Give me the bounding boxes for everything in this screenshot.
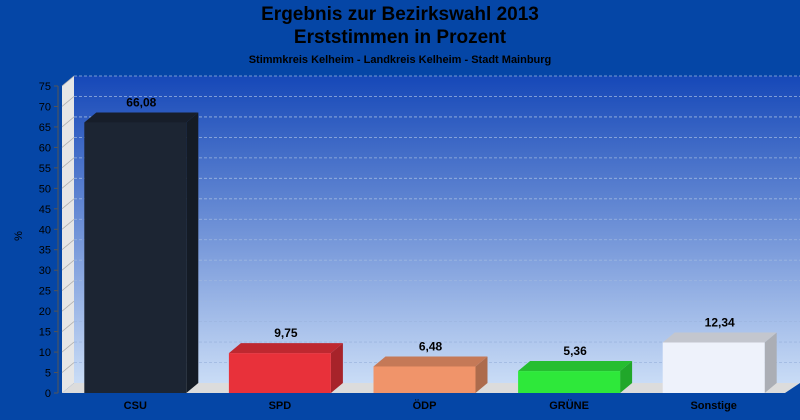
y-tick-label: 75 <box>39 81 51 93</box>
bar-top <box>518 361 633 372</box>
bar-top <box>228 343 343 354</box>
bar-side <box>620 361 633 393</box>
grid-line-side <box>61 341 75 353</box>
left-wall <box>62 76 74 393</box>
y-tick-label: 35 <box>39 245 51 257</box>
bar-front <box>228 353 331 393</box>
y-tick-label: 45 <box>39 204 51 216</box>
bar-front <box>662 342 765 393</box>
grid-line-side <box>61 75 75 87</box>
bar-csu <box>84 112 199 393</box>
y-tick-label: 50 <box>39 183 51 195</box>
grid-line-side <box>61 198 75 210</box>
y-tick-label: 65 <box>39 122 51 134</box>
x-tick-label: ÖDP <box>413 399 437 412</box>
bar-front <box>373 366 476 393</box>
bar-side <box>764 332 777 393</box>
data-label: 9,75 <box>274 326 298 340</box>
y-tick-label: 70 <box>39 101 51 113</box>
grid-line-side <box>61 218 75 230</box>
x-tick-label: GRÜNE <box>549 399 589 412</box>
x-tick-label: Sonstige <box>690 400 736 412</box>
y-axis-label: % <box>13 231 25 241</box>
y-tick-label: 60 <box>39 142 51 154</box>
bar-top <box>662 332 777 343</box>
grid-line-side <box>61 362 75 373</box>
chart-subtitle: Erststimmen in Prozent <box>293 27 507 48</box>
bar-front <box>84 122 187 393</box>
y-tick-label: 15 <box>39 327 51 339</box>
bar-front <box>518 371 621 393</box>
y-tick-label: 30 <box>39 265 51 277</box>
grid-line-side <box>61 96 75 107</box>
grid-line-side <box>61 157 75 169</box>
x-tick-label: CSU <box>124 400 147 412</box>
bar-side <box>475 356 488 393</box>
data-label: 6,48 <box>419 339 443 353</box>
y-tick-label: 0 <box>45 388 51 400</box>
bar-spd <box>228 343 343 393</box>
y-tick-label: 25 <box>39 286 51 298</box>
grid-line-side <box>61 178 75 189</box>
bar-ödp <box>373 356 488 393</box>
data-label: 5,36 <box>563 344 587 358</box>
bar-top <box>373 356 488 367</box>
grid-line-side <box>61 239 75 251</box>
bar-side <box>186 112 199 393</box>
bar-sonstige <box>662 332 777 393</box>
bar-grüne <box>518 361 633 393</box>
y-tick-label: 40 <box>39 224 51 236</box>
chart-subtitle-location: Stimmkreis Kelheim - Landkreis Kelheim -… <box>248 54 552 66</box>
y-tick-label: 55 <box>39 163 51 175</box>
data-label: 66,08 <box>126 96 156 110</box>
data-label: 12,34 <box>705 315 735 329</box>
y-tick-label: 5 <box>45 368 51 380</box>
grid-line-side <box>61 321 75 332</box>
bar-top <box>84 112 199 123</box>
y-tick-label: 20 <box>39 306 51 318</box>
x-tick-label: SPD <box>269 400 292 412</box>
grid-line-side <box>61 300 75 312</box>
grid-line-side <box>61 116 75 128</box>
grid-line-side <box>61 137 75 148</box>
bar-side <box>330 343 343 393</box>
y-tick-label: 10 <box>39 347 51 359</box>
grid-line-side <box>61 259 75 271</box>
grid-line-side <box>61 280 75 291</box>
chart-title: Ergebnis zur Bezirkswahl 2013 <box>261 4 539 25</box>
